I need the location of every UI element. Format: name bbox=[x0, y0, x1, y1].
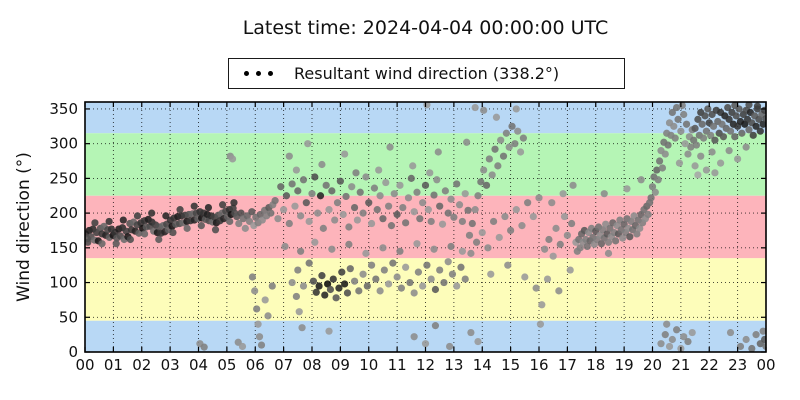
y-tick-label: 250 bbox=[49, 169, 78, 187]
x-tick-label: 07 bbox=[274, 356, 293, 374]
y-tick-label: 300 bbox=[49, 135, 78, 153]
x-tick-label: 04 bbox=[189, 356, 208, 374]
x-tick-label: 10 bbox=[359, 356, 378, 374]
scatter-points bbox=[85, 102, 766, 352]
y-tick-label: 150 bbox=[49, 239, 78, 257]
x-tick-label: 00 bbox=[756, 356, 775, 374]
page-title: Latest time: 2024-04-04 00:00:00 UTC bbox=[242, 17, 609, 39]
scatter-marker-icon bbox=[244, 71, 280, 76]
x-tick-label: 02 bbox=[132, 356, 151, 374]
x-tick-label: 17 bbox=[558, 356, 577, 374]
y-tick-label: 100 bbox=[49, 274, 78, 292]
x-tick-label: 11 bbox=[388, 356, 407, 374]
x-tick-label: 06 bbox=[246, 356, 265, 374]
y-tick-label: 50 bbox=[59, 308, 78, 326]
x-tick-label: 21 bbox=[671, 356, 690, 374]
plot-frame bbox=[84, 101, 767, 353]
x-tick-label: 08 bbox=[302, 356, 321, 374]
x-tick-label: 12 bbox=[416, 356, 435, 374]
x-tick-label: 15 bbox=[501, 356, 520, 374]
y-tick-label: 200 bbox=[49, 204, 78, 222]
x-tick-label: 01 bbox=[104, 356, 123, 374]
x-tick-label: 22 bbox=[700, 356, 719, 374]
x-tick-label: 00 bbox=[75, 356, 94, 374]
x-tick-label: 18 bbox=[586, 356, 605, 374]
x-tick-label: 03 bbox=[161, 356, 180, 374]
x-tick-labels: 00 01 02 03 04 05 06 07 08 09 10 11 12 13 14 15 16 17 18 19… bbox=[75, 356, 775, 374]
y-tick-label: 350 bbox=[49, 100, 78, 118]
legend-box: Resultant wind direction (338.2°) bbox=[228, 58, 625, 89]
x-tick-label: 20 bbox=[643, 356, 662, 374]
x-tick-label: 05 bbox=[217, 356, 236, 374]
legend-label: Resultant wind direction (338.2°) bbox=[294, 64, 560, 83]
x-tick-label: 09 bbox=[331, 356, 350, 374]
x-tick-label: 16 bbox=[529, 356, 548, 374]
y-tick-label: 0 bbox=[68, 343, 78, 361]
x-tick-label: 14 bbox=[473, 356, 492, 374]
x-tick-label: 13 bbox=[444, 356, 463, 374]
x-tick-label: 23 bbox=[728, 356, 747, 374]
x-tick-label: 19 bbox=[615, 356, 634, 374]
y-tick-labels: 0 50 100 150 200 250 300 350 bbox=[49, 100, 78, 361]
